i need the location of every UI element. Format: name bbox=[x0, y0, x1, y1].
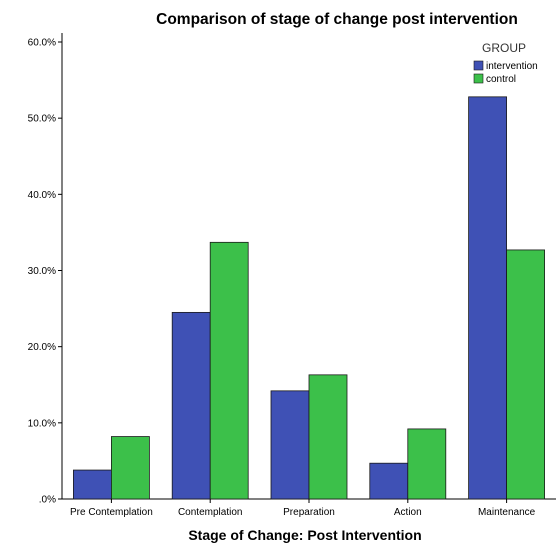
legend: GROUP intervention control bbox=[473, 41, 538, 85]
bar-control-action bbox=[407, 428, 447, 500]
bar-control-pre-contemplation bbox=[111, 436, 150, 500]
x-axis-title: Stage of Change: Post Intervention bbox=[188, 527, 421, 543]
bar-intervention-pre-contemplation bbox=[73, 469, 112, 500]
bar-control-maintenance bbox=[506, 249, 546, 500]
bar-intervention-preparation bbox=[270, 390, 310, 500]
y-tick-label: 50.0% bbox=[28, 114, 56, 125]
legend-swatch-control bbox=[473, 73, 484, 84]
bar-intervention-contemplation bbox=[171, 311, 211, 500]
x-tick-label: Pre Contemplation bbox=[70, 507, 153, 518]
bar-control-preparation bbox=[308, 374, 348, 500]
y-tick-label: 60.0% bbox=[28, 38, 56, 49]
plot-area: .0% 10.0% 20.0% 30.0% 40.0% 50.0% 60.0% Pre Con… bbox=[28, 33, 556, 518]
legend-swatch-intervention bbox=[473, 60, 484, 71]
legend-label-intervention: intervention bbox=[486, 61, 538, 72]
x-tick-label: Action bbox=[394, 507, 422, 518]
chart-title: Comparison of stage of change post inter… bbox=[156, 11, 518, 28]
legend-label-control: control bbox=[486, 74, 516, 85]
x-tick-label: Contemplation bbox=[178, 507, 242, 518]
y-tick-label: 10.0% bbox=[28, 418, 56, 429]
bar-control-contemplation bbox=[209, 241, 249, 500]
bar-intervention-action bbox=[369, 462, 409, 500]
legend-title: GROUP bbox=[482, 41, 526, 55]
y-tick-label: 20.0% bbox=[28, 342, 56, 353]
y-tick-label: 30.0% bbox=[28, 266, 56, 277]
x-tick-label: Preparation bbox=[283, 507, 335, 518]
bar-intervention-maintenance bbox=[468, 96, 508, 500]
x-tick-label: Maintenance bbox=[478, 507, 536, 518]
y-tick-label: 40.0% bbox=[28, 190, 56, 201]
y-tick-label: .0% bbox=[39, 495, 56, 506]
